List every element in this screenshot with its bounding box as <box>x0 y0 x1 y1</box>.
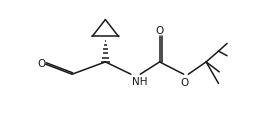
Text: O: O <box>180 78 188 88</box>
Text: O: O <box>37 59 45 69</box>
Text: O: O <box>155 26 164 36</box>
Text: NH: NH <box>132 77 147 87</box>
